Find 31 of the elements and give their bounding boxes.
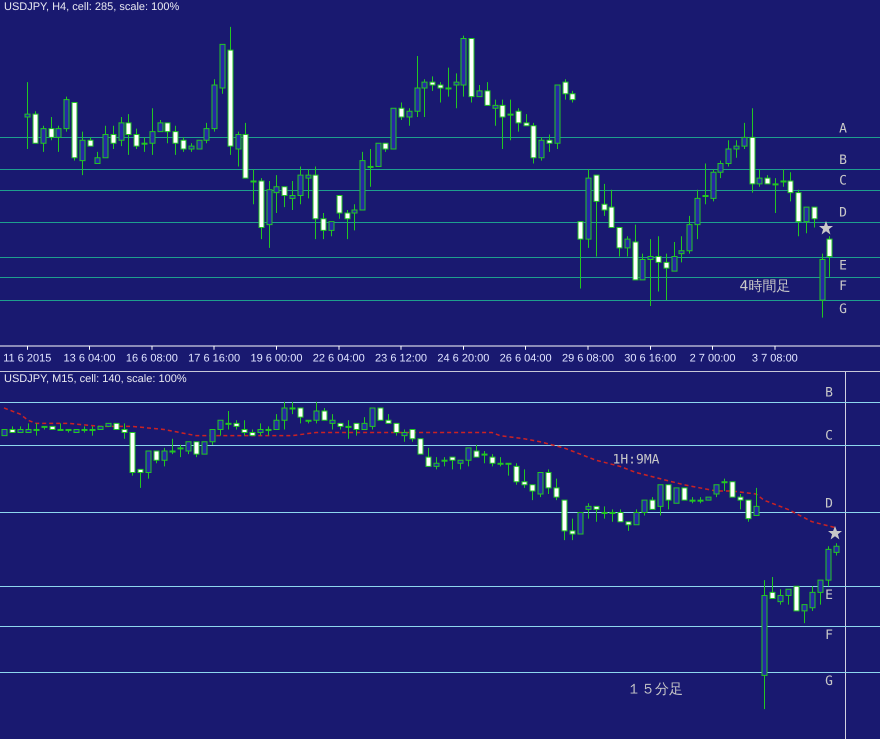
series-label: 1H:9MA: [612, 452, 660, 468]
x-tick-label: 29 6 08:00: [562, 352, 614, 364]
ref-line-label: E: [839, 258, 847, 274]
x-tick-label: 3 7 08:00: [752, 352, 798, 364]
ref-line-label: E: [825, 588, 833, 604]
x-tick-label: 16 6 08:00: [126, 352, 178, 364]
ref-line-label: B: [825, 386, 834, 401]
ref-line-label: G: [839, 302, 848, 318]
x-tick-label: 22 6 04:00: [312, 352, 365, 364]
ref-line-label: G: [825, 674, 834, 690]
ref-line-label: B: [839, 153, 848, 168]
ref-line-label: A: [839, 121, 848, 136]
chart-title: USDJPY, M15, cell: 140, scale: 100%: [4, 373, 187, 385]
ref-line-label: C: [839, 174, 847, 189]
x-tick-label: 30 6 16:00: [624, 352, 676, 364]
x-tick-label: 23 6 12:00: [375, 352, 428, 364]
x-tick-label: 11 6 2015: [3, 352, 52, 364]
ref-line-label: D: [839, 206, 848, 221]
ref-line-label: C: [825, 428, 833, 444]
annotation: 4時間足: [740, 278, 790, 295]
annotation: １５分足: [627, 682, 683, 698]
ref-line-label: D: [825, 496, 834, 512]
x-tick-label: 17 6 16:00: [188, 352, 240, 364]
x-tick-label: 24 6 20:00: [437, 352, 490, 364]
x-tick-label: 2 7 00:00: [690, 352, 736, 364]
x-tick-label: 26 6 04:00: [500, 352, 552, 364]
x-tick-label: 13 6 04:00: [64, 352, 116, 364]
ref-line-label: F: [839, 278, 848, 294]
x-tick-label: 19 6 00:00: [250, 352, 302, 364]
chart-title: USDJPY, H4, cell: 285, scale: 100%: [4, 1, 180, 13]
ref-line-label: F: [825, 628, 834, 644]
